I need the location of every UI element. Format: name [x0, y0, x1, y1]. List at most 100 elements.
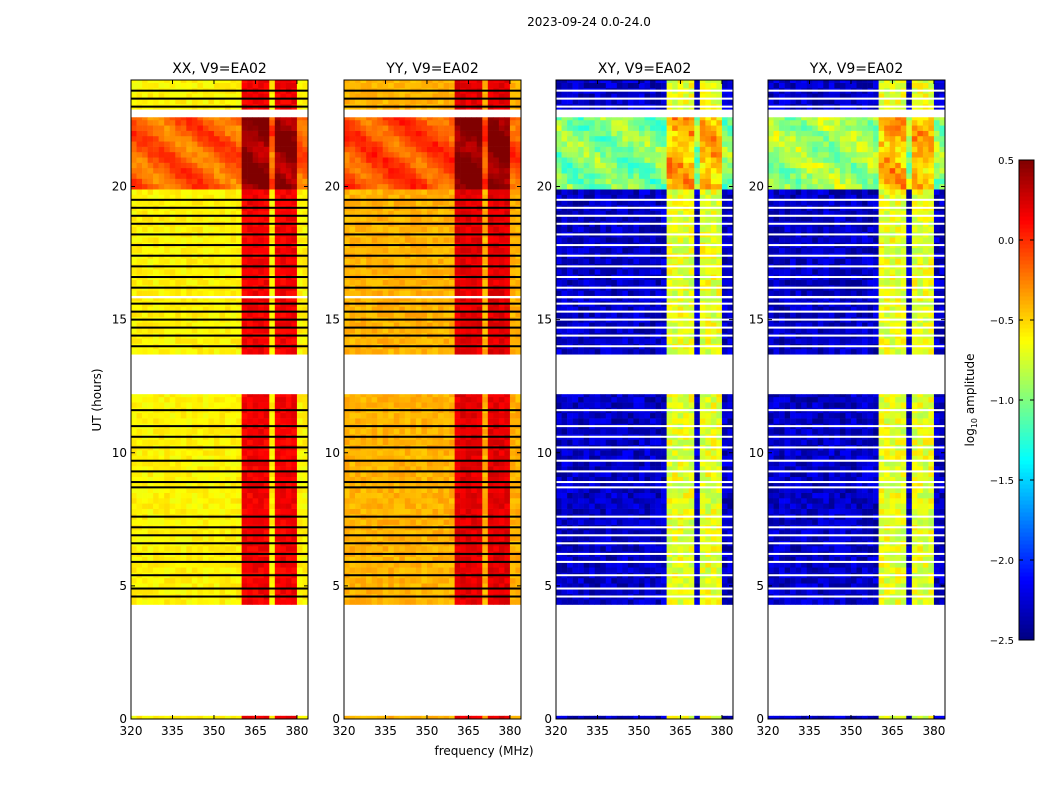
heatmap-cell	[241, 130, 248, 137]
heatmap-cell	[388, 545, 395, 552]
heatmap-cell	[285, 119, 292, 126]
heatmap-cell	[208, 269, 215, 275]
heatmap-cell	[213, 439, 220, 446]
heatmap-cell	[241, 583, 248, 589]
heatmap-cell	[415, 476, 422, 483]
heatmap-cell	[415, 492, 422, 499]
heatmap-cell	[280, 545, 287, 552]
heatmap-cell	[285, 183, 292, 190]
heatmap-cell	[225, 450, 231, 456]
heatmap-cell	[476, 519, 483, 525]
heatmap-cell	[236, 298, 242, 302]
heatmap-cell	[498, 471, 505, 478]
heatmap-cell	[421, 279, 428, 286]
heatmap-cell	[158, 599, 165, 605]
heatmap-cell	[487, 396, 494, 403]
heatmap-cell	[258, 279, 265, 286]
x-tick-label: 335	[161, 724, 184, 738]
heatmap-cell	[158, 567, 165, 573]
heatmap-cell	[487, 503, 494, 509]
heatmap-cell	[274, 247, 281, 254]
heatmap-cell	[180, 237, 187, 243]
heatmap-cell	[291, 80, 298, 83]
heatmap-cell	[471, 561, 478, 568]
heatmap-cell	[230, 151, 237, 158]
heatmap-cell	[404, 471, 411, 478]
heatmap-cell	[219, 80, 226, 83]
heatmap-cell	[355, 508, 361, 515]
heatmap-cell	[410, 599, 417, 605]
heatmap-cell	[175, 194, 182, 201]
heatmap-cell	[371, 279, 378, 286]
heatmap-cell	[219, 567, 226, 573]
heatmap-cell	[169, 535, 176, 541]
flagged-row	[131, 552, 308, 555]
heatmap-cell	[164, 199, 171, 206]
heatmap-cell	[252, 119, 259, 126]
heatmap-cell	[498, 599, 505, 605]
heatmap-cell	[449, 503, 455, 509]
heatmap-cell	[454, 306, 461, 312]
heatmap-cell	[399, 545, 406, 552]
heatmap-cell	[296, 402, 303, 408]
heatmap-cell	[426, 306, 433, 312]
heatmap-cell	[285, 311, 292, 318]
heatmap-cell	[142, 151, 148, 158]
heatmap-cell	[230, 146, 237, 153]
heatmap-cell	[274, 93, 281, 99]
heatmap-cell	[247, 178, 253, 185]
heatmap-cell	[291, 529, 298, 536]
heatmap-cell	[252, 482, 259, 488]
heatmap-cell	[197, 146, 204, 153]
heatmap-cell	[230, 306, 237, 312]
heatmap-cell	[208, 715, 215, 720]
heatmap-cell	[175, 141, 182, 147]
heatmap-cell	[131, 178, 137, 185]
heatmap-cell	[247, 567, 253, 573]
heatmap-cell	[371, 588, 378, 595]
heatmap-cell	[404, 460, 411, 467]
heatmap-cell	[236, 482, 242, 488]
heatmap-cell	[382, 396, 389, 403]
heatmap-cell	[296, 173, 303, 179]
heatmap-cell	[349, 306, 356, 312]
heatmap-cell	[471, 471, 478, 478]
heatmap-cell	[421, 290, 428, 296]
heatmap-cell	[454, 396, 461, 403]
heatmap-cell	[236, 508, 242, 515]
heatmap-cell	[371, 498, 378, 504]
heatmap-cell	[131, 476, 137, 483]
heatmap-cell	[360, 348, 367, 355]
heatmap-cell	[498, 466, 505, 472]
heatmap-cell	[236, 715, 242, 720]
heatmap-cell	[296, 189, 303, 195]
heatmap-cell	[274, 492, 281, 499]
heatmap-cell	[197, 476, 204, 483]
heatmap-cell	[482, 428, 489, 435]
heatmap-cell	[269, 567, 276, 573]
heatmap-cell	[208, 450, 215, 456]
heatmap-cell	[175, 167, 182, 174]
heatmap-cell	[360, 455, 367, 462]
heatmap-cell	[169, 327, 176, 334]
heatmap-cell	[280, 348, 287, 355]
heatmap-cell	[460, 269, 466, 275]
heatmap-cell	[213, 279, 220, 286]
heatmap-cell	[158, 194, 165, 201]
heatmap-cell	[131, 226, 137, 233]
heatmap-cell	[236, 82, 242, 89]
heatmap-cell	[355, 279, 361, 286]
heatmap-cell	[382, 327, 389, 334]
heatmap-cell	[153, 130, 159, 137]
heatmap-cell	[285, 269, 292, 275]
heatmap-cell	[230, 167, 237, 174]
heatmap-cell	[236, 93, 242, 99]
heatmap-cell	[169, 279, 176, 286]
heatmap-cell	[263, 338, 270, 344]
heatmap-cell	[382, 466, 389, 472]
heatmap-cell	[131, 269, 137, 275]
heatmap-cell	[208, 162, 215, 169]
heatmap-cell	[465, 508, 472, 515]
heatmap-cell	[460, 450, 466, 456]
heatmap-cell	[164, 210, 171, 217]
